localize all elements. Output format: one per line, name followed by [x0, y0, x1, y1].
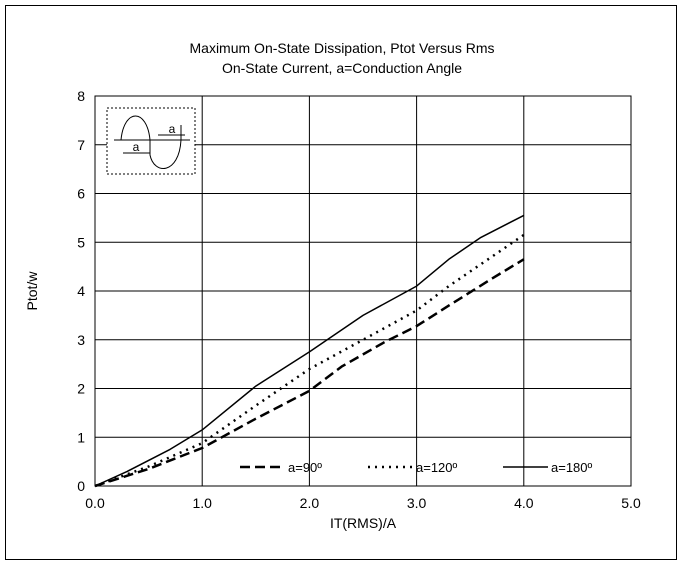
y-tick-label: 2 [77, 381, 85, 397]
conduction-angle-inset: a a [106, 107, 196, 175]
series-line-2 [94, 214, 525, 487]
x-axis-label: IT(RMS)/A [330, 515, 397, 531]
series-line-0 [94, 258, 525, 488]
legend: a=90º a=120º a=180º [240, 460, 593, 475]
legend-label-120: a=120º [416, 460, 458, 475]
y-ticks: 0 1 2 3 4 5 6 7 8 [77, 88, 85, 494]
chart-frame [5, 5, 677, 560]
x-tick-label: 5.0 [621, 495, 641, 511]
y-tick-label: 4 [77, 283, 85, 299]
inset-label-left: a [133, 140, 140, 154]
chart-title-line1: Maximum On-State Dissipation, Ptot Versu… [190, 40, 495, 56]
y-tick-label: 8 [77, 88, 85, 104]
x-tick-label: 2.0 [300, 495, 320, 511]
y-tick-label: 7 [77, 137, 85, 153]
x-tick-label: 3.0 [407, 495, 427, 511]
y-tick-label: 1 [77, 429, 85, 445]
plot-area [94, 95, 632, 487]
x-tick-label: 0.0 [85, 495, 105, 511]
x-tick-label: 4.0 [514, 495, 534, 511]
chart-title-line2: On-State Current, a=Conduction Angle [222, 60, 462, 76]
y-axis-label: Ptot/w [24, 271, 40, 311]
inset-box [106, 107, 196, 175]
x-tick-label: 1.0 [192, 495, 212, 511]
x-ticks: 0.0 1.0 2.0 3.0 4.0 5.0 [85, 495, 641, 511]
series-group [94, 214, 525, 488]
inset-label-right: a [169, 122, 176, 136]
series-line-1 [94, 233, 525, 488]
y-tick-label: 3 [77, 332, 85, 348]
legend-label-180: a=180º [551, 460, 593, 475]
y-tick-label: 6 [77, 186, 85, 202]
y-tick-label: 0 [77, 478, 85, 494]
grid [95, 96, 631, 486]
y-tick-label: 5 [77, 234, 85, 250]
legend-label-90: a=90º [288, 460, 322, 475]
